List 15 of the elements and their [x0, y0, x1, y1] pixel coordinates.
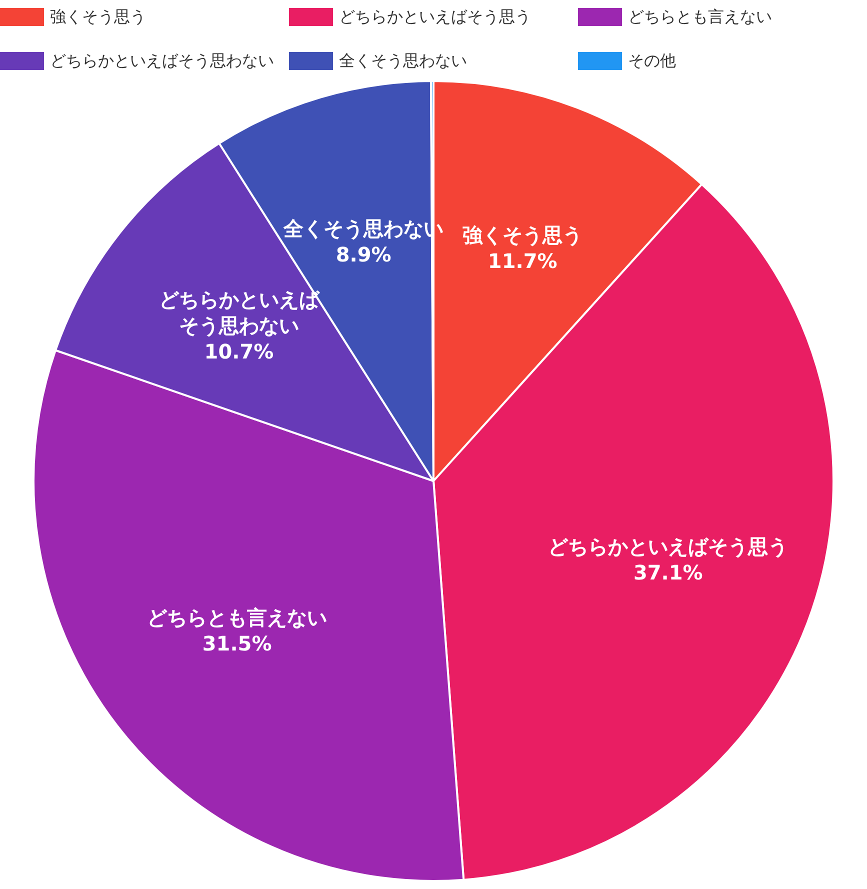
slice-label: どちらかといえばそう思う — [548, 534, 788, 559]
slice-label: どちらかといえばそう思わない — [158, 287, 320, 338]
data-label: 10.7% — [204, 339, 274, 364]
legend-label: 強くそう思う — [50, 6, 146, 28]
legend-label: どちらかといえばそう思う — [339, 6, 531, 28]
legend-label: その他 — [628, 50, 676, 72]
slice-label: 強くそう思う — [462, 222, 583, 247]
legend-label: どちらとも言えない — [628, 6, 772, 28]
slice-label: どちらとも言えない — [147, 606, 328, 630]
data-label: 8.9% — [336, 242, 392, 266]
data-label: 37.1% — [633, 560, 703, 585]
legend-label: 全くそう思わない — [339, 50, 467, 72]
data-label: 11.7% — [488, 248, 558, 273]
legend-label: どちらかといえばそう思わない — [50, 50, 274, 72]
data-label: 31.5% — [202, 632, 272, 656]
